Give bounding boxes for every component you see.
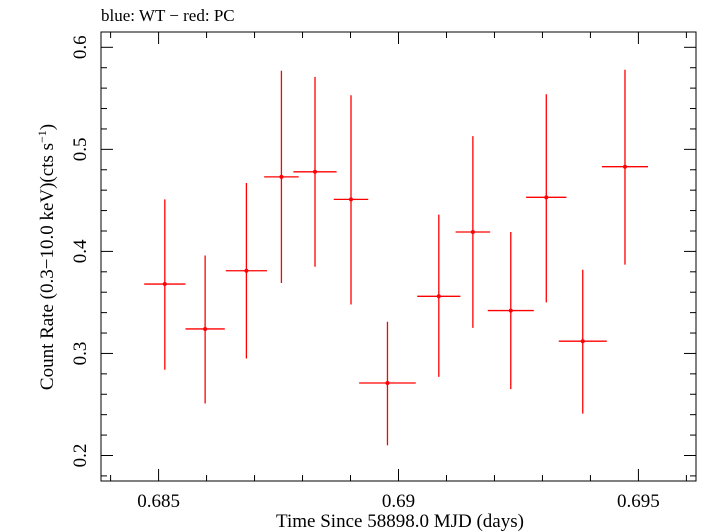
plot-area: 0.685 0.69 0.695 0.2 0.3 0.4 0.5 0.6 xyxy=(70,31,697,512)
y-axis-title-main: Count Rate (0.3−10.0 keV)(cts s xyxy=(37,143,58,390)
data-point xyxy=(359,321,416,446)
y-tick-label: 0.5 xyxy=(70,137,91,161)
data-marker xyxy=(544,195,549,200)
y-tick-label: 0.6 xyxy=(70,35,91,59)
data-point xyxy=(526,94,567,303)
data-point xyxy=(333,95,369,305)
data-marker xyxy=(313,169,318,174)
data-marker xyxy=(162,282,167,287)
data-point xyxy=(185,255,225,404)
y-tick-label: 0.4 xyxy=(70,239,91,263)
data-point xyxy=(144,199,186,370)
data-marker xyxy=(622,164,627,169)
data-marker xyxy=(203,326,208,331)
x-axis-title: Time Since 58898.0 MJD (days) xyxy=(276,511,524,532)
y-axis-title-close: ) xyxy=(37,124,58,130)
chart-title: blue: WT − red: PC xyxy=(101,6,235,25)
plot-frame xyxy=(100,31,697,482)
axis-ticks xyxy=(101,32,696,481)
data-point xyxy=(264,70,299,284)
data-point xyxy=(487,232,534,390)
data-marker xyxy=(348,197,353,202)
y-axis-title: Count Rate (0.3−10.0 keV)(cts s−1) xyxy=(35,124,58,390)
data-point xyxy=(293,76,337,267)
x-tick-label: 0.695 xyxy=(617,491,660,512)
data-point xyxy=(417,214,461,377)
y-tick-label: 0.3 xyxy=(70,342,91,366)
data-marker xyxy=(508,308,513,313)
y-tick-label: 0.2 xyxy=(70,444,91,468)
data-point xyxy=(455,136,491,328)
data-point xyxy=(558,269,607,414)
data-marker xyxy=(385,381,390,386)
axis-tick-labels: 0.685 0.69 0.695 0.2 0.3 0.4 0.5 0.6 xyxy=(70,35,660,512)
data-point xyxy=(225,183,268,359)
data-marker xyxy=(470,230,475,235)
data-marker xyxy=(279,174,284,179)
data-marker xyxy=(580,339,585,344)
y-axis-title-superscript: −1 xyxy=(35,130,49,143)
data-marker xyxy=(436,294,441,299)
data-point xyxy=(601,69,649,265)
data-points xyxy=(144,69,649,446)
x-tick-label: 0.69 xyxy=(382,491,415,512)
data-marker xyxy=(244,268,249,273)
x-tick-label: 0.685 xyxy=(137,491,180,512)
